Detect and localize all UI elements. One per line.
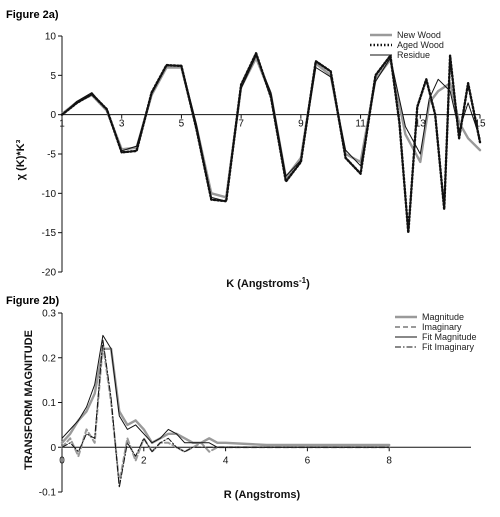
panel-a-x-tick-label: 15 <box>474 119 486 130</box>
panel-a-x-ticks: 1 3 5 7 9 11 13 15 <box>59 114 486 130</box>
legend-label: Imaginary <box>422 322 462 332</box>
panel-b-x-tick-label: 0 <box>59 455 65 466</box>
panel-a-y-tick-label: -20 <box>42 268 57 279</box>
panel-b-x-tick-label: 6 <box>305 455 311 466</box>
panel-b-y-tick-label: 0.2 <box>42 353 56 364</box>
panel-a-series-aged-wood <box>60 52 482 234</box>
panel-b-y-axis-label: TRANSFORM MAGNITUDE <box>23 330 35 470</box>
legend-label: Fit Magnitude <box>422 332 477 342</box>
legend-label: Residue <box>397 50 430 60</box>
legend-label: Fit Imaginary <box>422 342 475 352</box>
panel-b-x-axis-label: R (Angstroms) <box>224 489 301 501</box>
panel-a-x-tick-label: 1 <box>59 119 65 130</box>
panel-a-y-tick-label: -10 <box>42 189 57 200</box>
panel-a-series <box>60 52 482 234</box>
panel-b-y-tick-label: 0 <box>50 443 56 454</box>
legend-label: New Wood <box>397 30 441 40</box>
panel-b-series-fit-imaginary <box>61 339 390 488</box>
panel-a-y-tick-label: 0 <box>50 110 56 121</box>
panel-b: Figure 2b) 0.3 0.2 0.1 0 -0.1 0 2 4 6 8 Magnitud… <box>6 295 477 501</box>
panel-a-y-ticks: 10 5 0 -5 -10 -15 -20 <box>42 32 62 279</box>
panel-b-x-tick-label: 2 <box>141 455 147 466</box>
panel-b-y-tick-label: 0.3 <box>42 309 56 320</box>
panel-a-x-tick-label: 11 <box>355 119 366 130</box>
panel-b-y-tick-label: 0.1 <box>42 398 56 409</box>
panel-a-x-tick-label: 5 <box>179 119 185 130</box>
legend-label: Aged Wood <box>397 40 444 50</box>
panel-a-y-axis-label: χ (K)*K³ <box>15 139 27 180</box>
panel-a-x-axis-label-end: ) <box>306 278 310 290</box>
panel-a-x-tick-label: 3 <box>119 119 125 130</box>
panel-a-label: Figure 2a) <box>6 9 59 21</box>
panel-a-y-tick-label: 10 <box>45 32 57 43</box>
panel-b-y-tick-label: -0.1 <box>39 488 57 499</box>
panel-a-x-axis-label-main: K (Angstroms <box>226 278 299 290</box>
legend-label: Magnitude <box>422 312 464 322</box>
panel-b-x-tick-label: 8 <box>386 455 392 466</box>
panel-a-x-tick-label: 9 <box>298 119 304 130</box>
panel-a-series-residue <box>61 55 481 202</box>
panel-b-x-tick-label: 4 <box>223 455 229 466</box>
panel-a-y-tick-label: -5 <box>47 150 56 161</box>
panel-a-x-axis-label: K (Angstroms-1) <box>226 276 310 290</box>
panel-a-y-tick-label: 5 <box>50 71 56 82</box>
panel-b-x-ticks: 0 2 4 6 8 <box>59 447 392 466</box>
panel-b-series-fit-magnitude <box>61 334 390 448</box>
panel-a-x-tick-label: 13 <box>415 119 427 130</box>
panel-a-x-tick-label: 7 <box>238 119 244 130</box>
panel-b-y-ticks: 0.3 0.2 0.1 0 -0.1 <box>39 309 62 499</box>
panel-b-label: Figure 2b) <box>6 295 60 307</box>
panel-a-y-tick-label: -15 <box>42 228 57 239</box>
panel-b-series <box>60 334 391 488</box>
panel-a-x-axis-label-sup: -1 <box>299 276 307 285</box>
